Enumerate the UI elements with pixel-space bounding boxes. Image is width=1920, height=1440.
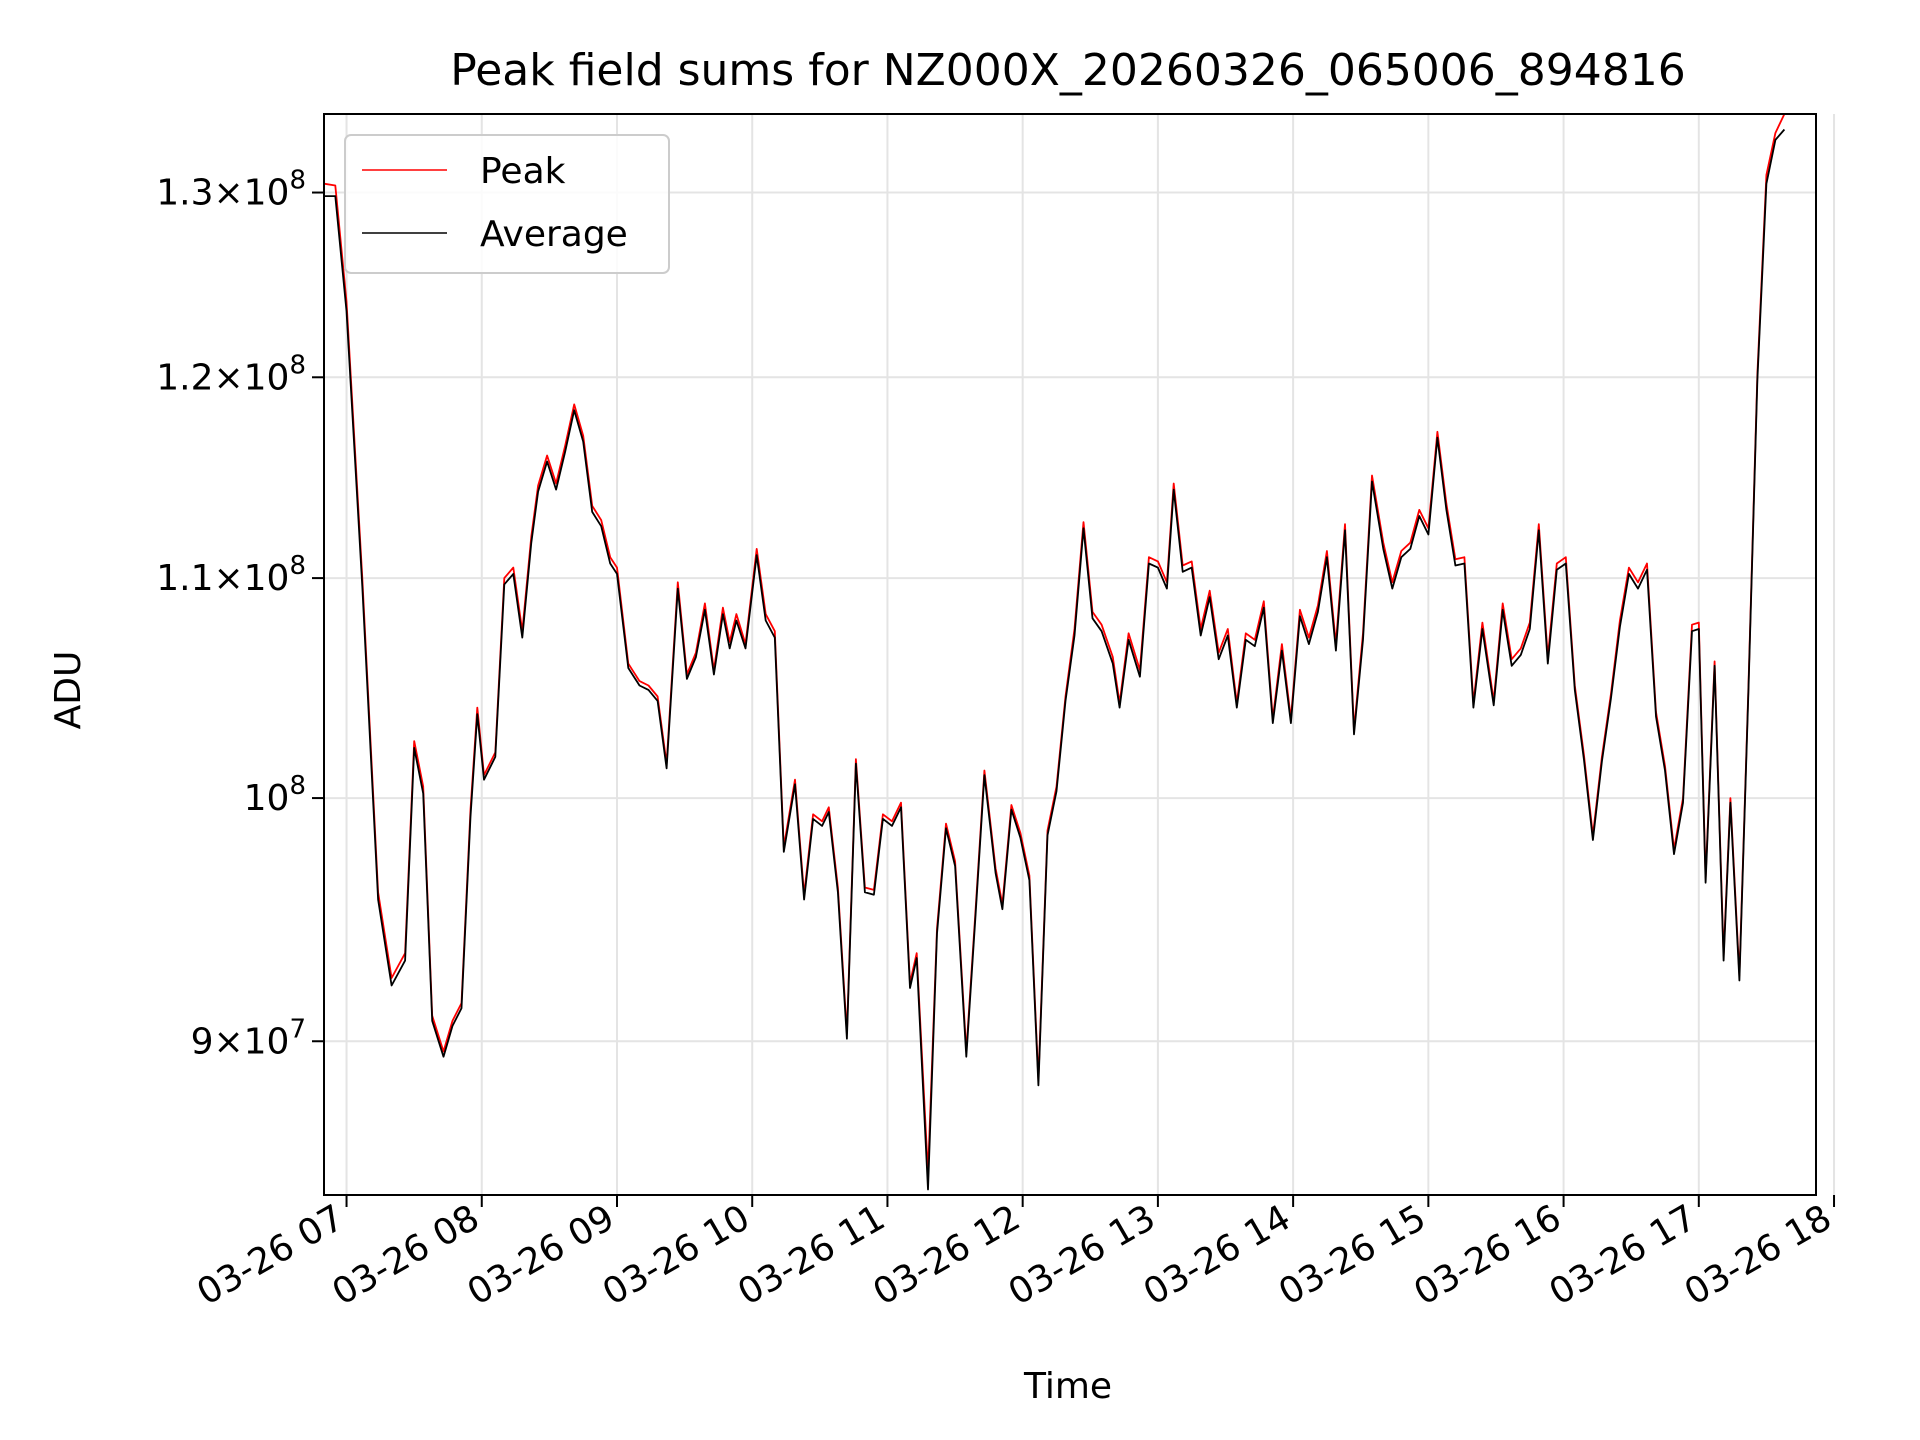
chart-title: Peak field sums for NZ000X_20260326_0650… xyxy=(450,45,1686,96)
y-tick-label: 9×107 xyxy=(191,1014,306,1062)
y-tick-label: 108 xyxy=(244,771,306,819)
axes-frame xyxy=(323,113,1817,1196)
legend-label-average: Average xyxy=(480,214,628,255)
series-line-average xyxy=(324,128,1786,1191)
legend: Peak Average xyxy=(344,134,670,274)
y-axis: 9×107 108 1.1×108 1.2×108 1.3×108 xyxy=(156,166,324,1062)
y-tick-label: 1.3×108 xyxy=(156,166,306,214)
y-tick-label: 1.2×108 xyxy=(156,350,306,398)
x-axis-label: Time xyxy=(1023,1366,1112,1407)
series-layer xyxy=(323,113,1786,1191)
legend-label-peak: Peak xyxy=(480,151,566,192)
y-axis-label: ADU xyxy=(48,651,89,730)
y-tick-label: 1.1×108 xyxy=(156,551,306,599)
